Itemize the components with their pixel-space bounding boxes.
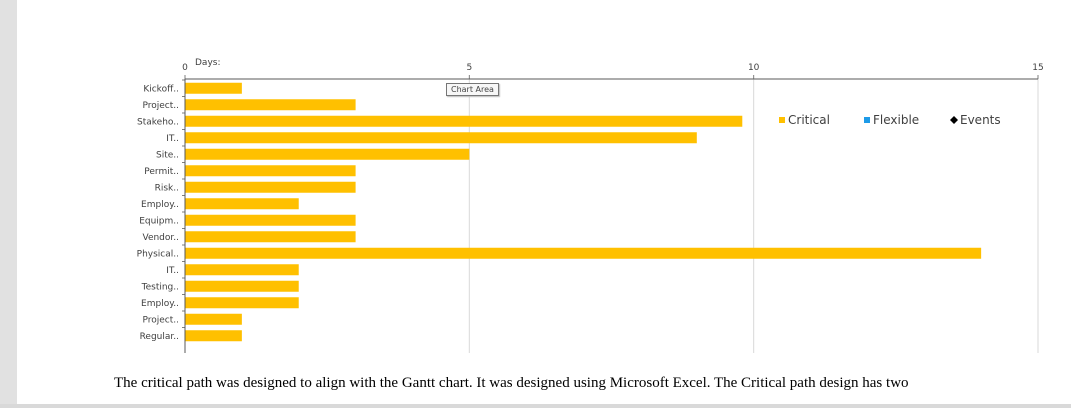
category-label: Risk.. xyxy=(155,183,179,193)
category-label: Site.. xyxy=(156,150,179,160)
category-label: Equipm.. xyxy=(139,216,179,226)
axis-title: Days: xyxy=(195,58,221,68)
x-tick-label: 15 xyxy=(1032,63,1043,73)
category-label: Employ.. xyxy=(141,299,179,309)
legend-marker xyxy=(950,116,958,124)
document-body-text: The critical path was designed to align … xyxy=(114,375,909,391)
bar xyxy=(185,231,356,243)
legend-marker xyxy=(864,117,870,123)
chart-area-tooltip: Chart Area xyxy=(446,83,499,96)
bar xyxy=(185,181,356,193)
x-tick-label: 10 xyxy=(748,63,760,73)
bar xyxy=(185,214,356,226)
legend-label: Flexible xyxy=(873,113,919,127)
category-label: Vendor.. xyxy=(142,233,179,243)
window-left-gutter xyxy=(0,0,17,408)
legend: Critical Flexible Events xyxy=(775,112,1027,128)
category-label: Project.. xyxy=(142,315,179,325)
legend-bg xyxy=(860,112,940,128)
bar xyxy=(185,264,299,276)
bar xyxy=(185,82,242,94)
bar xyxy=(185,148,470,160)
category-label: Testing.. xyxy=(141,282,179,292)
axes xyxy=(182,75,1039,353)
category-label: Permit.. xyxy=(144,167,179,177)
bar xyxy=(185,165,356,177)
bar xyxy=(185,313,242,325)
bars xyxy=(185,82,982,342)
category-label: IT.. xyxy=(166,266,179,276)
category-label: Physical.. xyxy=(137,249,179,259)
legend-bg xyxy=(947,112,1027,128)
axis-labels: 0 5 10 15 Days: Kickoff.. Project.. Stakeho.. IT… xyxy=(137,58,1044,342)
category-label: Kickoff.. xyxy=(143,84,179,94)
category-label: Project.. xyxy=(142,101,179,111)
bar xyxy=(185,198,299,210)
legend-bg xyxy=(775,112,855,128)
bar xyxy=(185,247,982,259)
legend-marker xyxy=(779,117,785,123)
bar xyxy=(185,132,697,144)
page-bottom-edge xyxy=(0,404,1071,408)
legend-label: Critical xyxy=(788,113,830,127)
bar xyxy=(185,297,299,309)
x-tick-label: 5 xyxy=(466,63,472,73)
bar xyxy=(185,280,299,292)
category-label: Stakeho.. xyxy=(137,117,179,127)
bar xyxy=(185,330,242,342)
x-tick-label: 0 xyxy=(182,63,188,73)
category-label: IT.. xyxy=(166,134,179,144)
bar xyxy=(185,99,356,111)
bar xyxy=(185,115,743,127)
category-label: Employ.. xyxy=(141,200,179,210)
legend-label: Events xyxy=(960,113,1001,127)
category-label: Regular.. xyxy=(140,332,179,342)
